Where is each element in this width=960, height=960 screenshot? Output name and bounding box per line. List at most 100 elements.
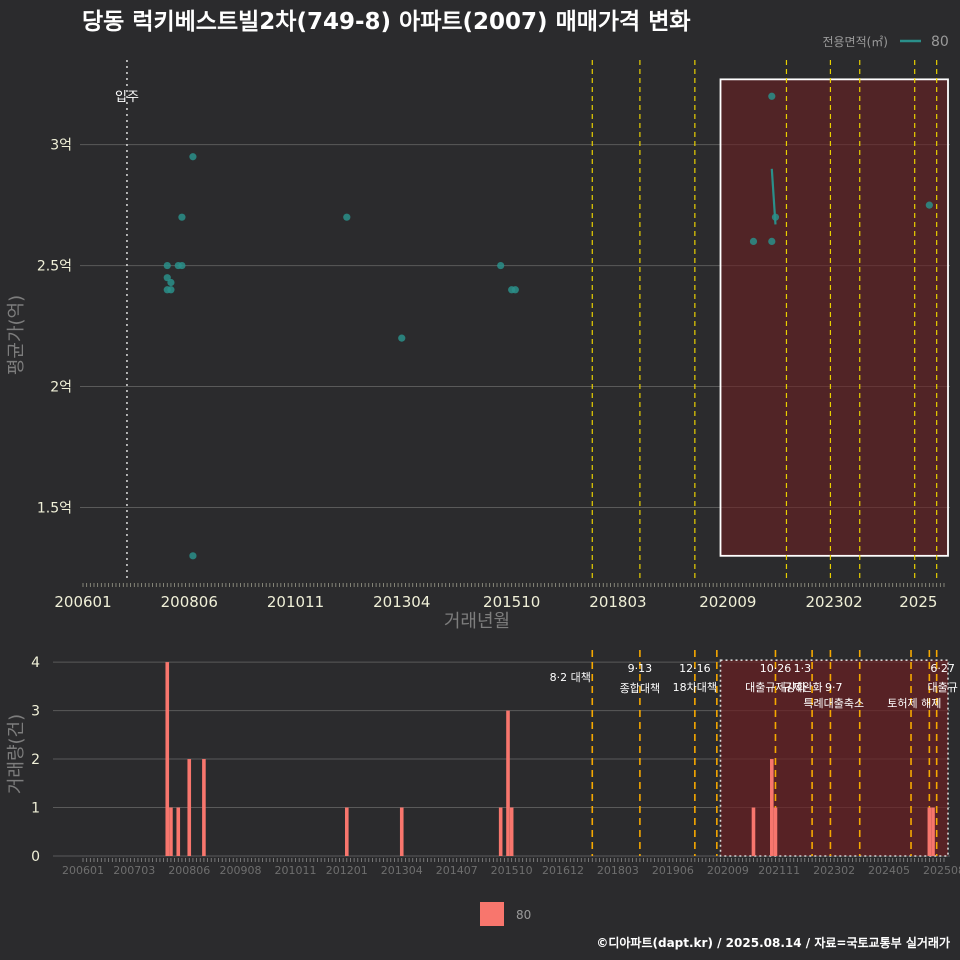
bottom-x-tick-label: 201803	[597, 864, 639, 877]
volume-bar	[169, 807, 173, 856]
data-point	[749, 237, 758, 245]
bottom-x-tick-label: 201906	[652, 864, 694, 877]
bottom-y-title: 거래량(건)	[6, 714, 27, 794]
volume-bar	[176, 807, 181, 856]
data-point	[178, 261, 186, 270]
data-point	[925, 201, 933, 209]
top-x-tick-label: 201304	[373, 593, 430, 611]
volume-bar	[509, 807, 514, 856]
data-point	[768, 237, 776, 245]
data-point	[771, 213, 780, 221]
top-legend: 전용면적(㎡) 80	[822, 34, 948, 50]
top-y-tick-label: 1.5억	[37, 500, 72, 516]
bottom-y-tick-label: 0	[31, 849, 40, 865]
top-x-tick-label: 200601	[54, 593, 111, 611]
top-policy-lines: 입주	[115, 60, 938, 580]
top-x-tick-label: 200806	[161, 593, 218, 611]
data-point	[189, 153, 197, 161]
top-x-tick-label: 201803	[589, 593, 646, 611]
top-y-tick-label: 3억	[50, 138, 72, 154]
top-x-tick-label: 202009	[699, 593, 756, 611]
bottom-x-tick-label: 200806	[168, 864, 210, 877]
volume-bar	[931, 807, 935, 856]
legend-entry-80: 80	[931, 34, 949, 50]
move-in-label: 입주	[115, 90, 139, 105]
top-x-tick-label: 201510	[483, 593, 540, 611]
policy-label: 토허제 해제	[887, 696, 941, 710]
top-axis: 1.5억 2억 2.5억 3억 200601 200806 201011 201304 2015…	[37, 138, 945, 611]
bottom-policy-lines: 8·2 대책 9·13 종합대책 12·16 18차대책 10·26 대출규제강화 1·3 규제…	[550, 650, 958, 856]
data-point	[511, 286, 519, 294]
volume-bar	[927, 807, 932, 856]
data-point	[163, 261, 171, 270]
bottom-axis: 0 1 2 3 4 200601 200703 200806 200908 201011 20120…	[31, 655, 960, 877]
policy-label: 18차대책	[673, 681, 717, 694]
policy-label: 1·3	[794, 662, 812, 675]
chart-title: 당동 럭키베스트빌2차(749-8) 아파트(2007) 매매가격 변화	[82, 9, 691, 35]
bottom-x-tick-label: 201407	[436, 864, 478, 877]
top-x-tick-label: 201011	[267, 593, 324, 611]
volume-bar	[751, 807, 756, 856]
policy-label: 6·27	[930, 662, 955, 675]
bottom-x-tick-label: 202111	[758, 864, 800, 877]
legend-bar-key	[480, 902, 504, 926]
policy-label: 9·13	[628, 662, 653, 675]
top-marks	[163, 92, 933, 560]
data-point	[167, 286, 175, 294]
volume-bar	[165, 662, 170, 856]
volume-bar	[399, 807, 404, 856]
volume-bar	[506, 710, 510, 856]
bottom-highlight-box	[719, 659, 949, 857]
policy-label: 대출규제강화	[745, 681, 806, 694]
policy-label: 특례대출축소	[803, 697, 864, 710]
top-x-tick-label: 202302	[805, 593, 862, 611]
volume-bar	[770, 759, 774, 856]
policy-label: 대출규	[927, 681, 957, 694]
bottom-x-tick-label: 202302	[813, 864, 855, 877]
top-x-title: 거래년월	[444, 611, 510, 632]
bottom-x-tick-label: 201510	[491, 864, 533, 877]
policy-label: 8·2 대책	[550, 671, 591, 684]
bottom-y-tick-label: 4	[31, 655, 40, 671]
top-y-tick-label: 2.5억	[37, 259, 72, 275]
legend-title: 전용면적(㎡)	[822, 35, 888, 49]
bottom-y-tick-label: 1	[31, 801, 40, 817]
data-point	[497, 261, 505, 270]
policy-label: 9·7	[825, 681, 843, 694]
data-point	[768, 92, 776, 100]
policy-label: 10·26	[760, 662, 792, 675]
data-point	[189, 552, 197, 560]
volume-bar	[344, 807, 349, 856]
top-highlight	[719, 78, 949, 557]
data-point	[178, 213, 186, 221]
top-highlight-box	[719, 78, 949, 557]
credit-text: ©디아파트(dapt.kr) / 2025.08.14 / 자료=국토교통부 실…	[596, 935, 950, 950]
bottom-highlight	[719, 659, 949, 857]
bottom-marks	[165, 662, 935, 856]
bottom-x-tick-label: 200908	[220, 864, 262, 877]
volume-bar	[187, 759, 192, 856]
top-y-tick-label: 2억	[50, 380, 72, 396]
bottom-x-tick-label: 201304	[381, 864, 423, 877]
bottom-x-tick-label: 200703	[113, 864, 155, 877]
top-y-title: 평균가(억)	[6, 295, 27, 375]
data-point	[167, 278, 175, 287]
bottom-x-tick-label: 201011	[275, 864, 317, 877]
data-point	[398, 334, 406, 342]
bottom-legend: 80	[480, 902, 531, 926]
data-point	[343, 213, 351, 221]
bottom-legend-entry-80: 80	[516, 908, 531, 922]
bottom-x-tick-label: 202009	[707, 864, 749, 877]
top-x-tick-label: 2025	[899, 593, 937, 611]
bottom-y-tick-label: 2	[31, 752, 40, 768]
bottom-x-tick-label: 201612	[542, 864, 584, 877]
policy-label: 규제완화	[782, 681, 822, 694]
volume-bar	[498, 807, 503, 856]
bottom-x-tick-label: 202405	[868, 864, 910, 877]
policy-label: 종합대책	[620, 682, 660, 695]
volume-bar	[773, 807, 778, 856]
volume-bar	[202, 759, 206, 856]
bottom-x-tick-label: 200601	[62, 864, 104, 877]
